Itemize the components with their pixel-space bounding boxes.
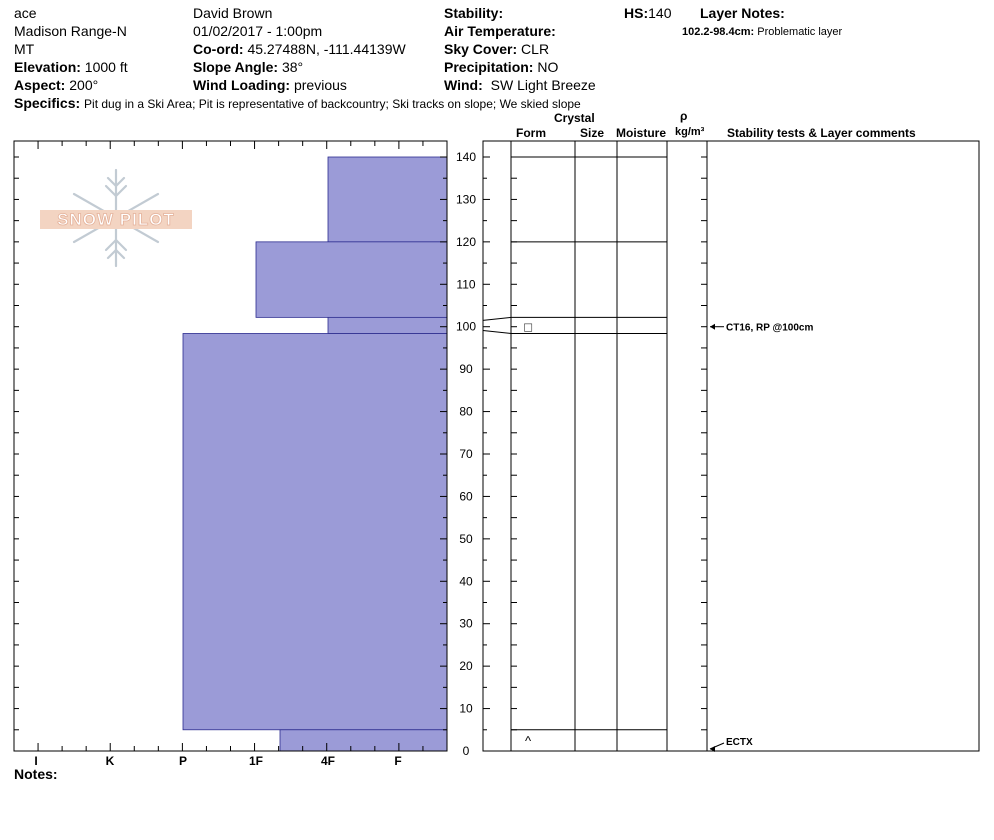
hs-value: 140 <box>648 5 672 21</box>
density-unit-header: kg/m³ <box>675 126 705 138</box>
grain-form-symbol: □ <box>524 320 532 335</box>
crystal-header: Crystal <box>554 111 595 125</box>
layer-table-frame <box>482 140 980 752</box>
hardness-tick-label: 4F <box>321 754 335 768</box>
precipitation: Precipitation: NO <box>444 59 558 75</box>
moisture-header: Moisture <box>616 126 667 140</box>
layer-connector-line <box>482 330 512 335</box>
precip-value: NO <box>537 59 559 75</box>
specifics: Specifics: Pit dug in a Ski Area; Pit is… <box>14 95 581 112</box>
hardness-layer-bar <box>255 241 448 318</box>
depth-tick-label: 80 <box>459 405 473 419</box>
size-header: Size <box>580 126 605 140</box>
hardness-layer-bar <box>327 156 448 243</box>
wind: Wind: SW Light Breeze <box>444 77 596 93</box>
wind-value: SW Light Breeze <box>490 77 596 93</box>
layer-note-range: 102.2-98.4cm: <box>682 26 755 38</box>
depth-tick-label: 40 <box>459 574 473 588</box>
depth-tick-label: 130 <box>456 192 476 206</box>
comments-header: Stability tests & Layer comments <box>727 126 916 140</box>
depth-tick-label: 90 <box>459 362 473 376</box>
depth-tick-label: 0 <box>463 744 470 758</box>
specifics-label: Specifics: <box>14 95 81 111</box>
logo-banner <box>40 210 192 229</box>
air-temp-label: Air Temperature: <box>444 23 556 39</box>
state: MT <box>14 41 35 57</box>
depth-tick-label: 70 <box>459 447 473 461</box>
slope-angle: Slope Angle: 38° <box>193 59 303 75</box>
layer-connector-line <box>482 316 512 321</box>
wind-label: Wind: <box>444 77 483 93</box>
hs: HS:140 <box>624 5 671 21</box>
observer-initials: ace <box>14 5 37 21</box>
wind-loading: Wind Loading: previous <box>193 77 347 93</box>
specifics-text: Pit dug in a Ski Area; Pit is representa… <box>84 97 581 111</box>
aspect: Aspect: 200° <box>14 77 98 93</box>
wind-loading-value: previous <box>293 77 347 93</box>
layer-notes-label: Layer Notes: <box>700 5 785 21</box>
test-label: CT16, RP @100cm <box>726 323 813 334</box>
depth-tick-label: 30 <box>459 617 473 631</box>
depth-tick-label: 110 <box>456 277 475 291</box>
test-label: ECTX <box>726 737 753 748</box>
coord-value: 45.27488N, -111.44139W <box>247 41 406 57</box>
slope-value: 38° <box>281 59 304 75</box>
stability-label: Stability: <box>444 5 504 21</box>
hardness-layer-bar <box>279 729 448 752</box>
hardness-tick-label: P <box>179 754 187 768</box>
slope-label: Slope Angle: <box>193 59 279 75</box>
depth-tick-label: 100 <box>456 320 476 334</box>
test-arrow-head <box>710 323 715 330</box>
hardness-tick-label: I <box>34 754 37 768</box>
location: Madison Range-N <box>14 23 127 39</box>
hardness-tick-label: F <box>394 754 401 768</box>
elevation-value: 1000 ft <box>84 59 128 75</box>
datetime: 01/02/2017 - 1:00pm <box>193 23 323 39</box>
depth-tick-label: 60 <box>459 489 473 503</box>
coord-label: Co-ord: <box>193 41 244 57</box>
depth-tick-label: 10 <box>459 702 473 716</box>
sky-cover: Sky Cover: CLR <box>444 41 549 57</box>
sky-cover-value: CLR <box>521 41 550 57</box>
elevation: Elevation: 1000 ft <box>14 59 128 75</box>
elevation-label: Elevation: <box>14 59 81 75</box>
grain-form-symbol: ^ <box>525 733 532 748</box>
aspect-value: 200° <box>69 77 99 93</box>
layer-note-text: Problematic layer <box>757 26 843 38</box>
aspect-label: Aspect: <box>14 77 66 93</box>
snowpilot-logo: SNOW PILOT <box>40 168 192 268</box>
wind-loading-label: Wind Loading: <box>193 77 291 93</box>
precip-label: Precipitation: <box>444 59 534 75</box>
notes-label: Notes: <box>14 766 58 782</box>
layer-note: 102.2-98.4cm: Problematic layer <box>682 24 842 40</box>
rho-header: ρ <box>680 109 688 123</box>
depth-tick-label: 50 <box>459 532 473 546</box>
depth-tick-label: 120 <box>456 235 476 249</box>
hardness-layer-bar <box>327 316 448 334</box>
snow-profile-chart: SNOW PILOT I K P 1F 4F F 0 10 20 30 40 50 60 70 80 90 1… <box>13 140 980 768</box>
hardness-tick-label: 1F <box>249 754 263 768</box>
hardness-layer-bar <box>182 333 448 731</box>
observer-name: David Brown <box>193 5 273 21</box>
coordinates: Co-ord: 45.27488N, -111.44139W <box>193 41 406 57</box>
test-arrow-head <box>710 746 715 752</box>
hardness-tick-label: K <box>106 754 115 768</box>
depth-tick-label: 140 <box>456 150 476 164</box>
hs-label: HS: <box>624 5 649 21</box>
form-header: Form <box>516 126 546 140</box>
depth-tick-label: 20 <box>459 659 473 673</box>
logo-text: SNOW PILOT <box>57 210 175 229</box>
sky-cover-label: Sky Cover: <box>444 41 518 57</box>
